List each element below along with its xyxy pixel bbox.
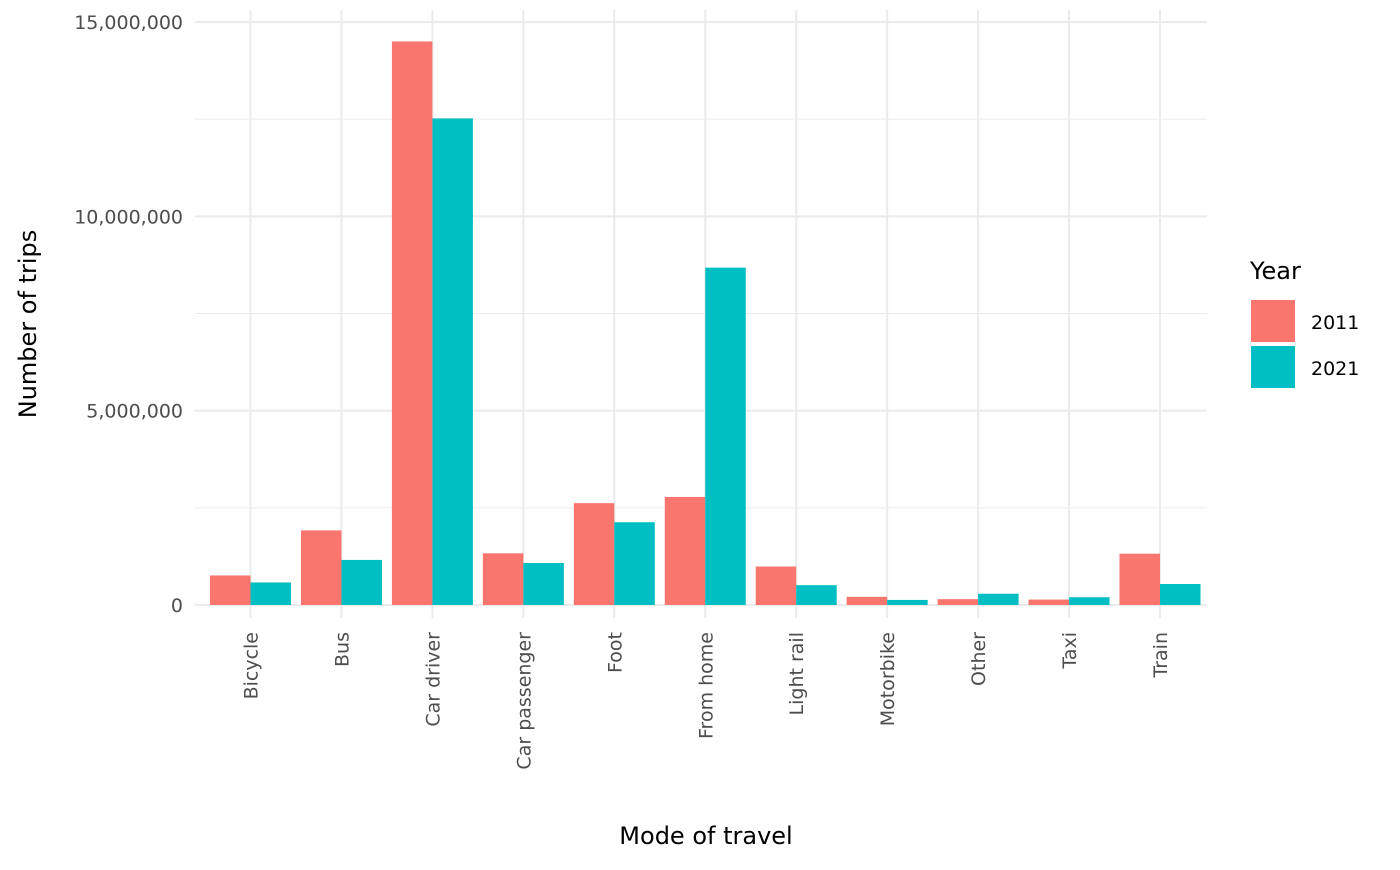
x-axis-ticks: Bicycle Bus Car driver Car passenger Foot Fro… — [241, 632, 1173, 770]
bar-2011-car-passenger — [482, 553, 524, 605]
y-axis-ticks: 0 5,000,000 10,000,000 15,000,000 — [74, 12, 183, 617]
bar-2011-from-home — [664, 496, 706, 605]
x-tick-label: Train — [1150, 632, 1172, 679]
bar-2011-train — [1119, 553, 1160, 605]
y-axis-title: Number of trips — [14, 230, 42, 418]
x-tick-label: Car driver — [422, 632, 444, 727]
x-tick-label: From home — [695, 632, 717, 739]
y-tick-label: 15,000,000 — [74, 12, 183, 34]
bar-2011-other — [937, 599, 979, 605]
x-tick-label: Other — [968, 632, 990, 686]
bar-2011-foot — [573, 503, 615, 605]
bar-2021-bicycle — [250, 582, 291, 605]
bar-2021-light-rail — [796, 585, 837, 605]
bar-2021-from-home — [705, 267, 746, 605]
bar-2011-taxi — [1028, 599, 1070, 605]
legend-label-2021: 2021 — [1311, 358, 1359, 380]
x-tick-label: Bus — [331, 632, 353, 667]
bar-2011-car-driver — [391, 41, 433, 605]
legend-key-2021 — [1251, 346, 1295, 388]
bar-2011-bus — [300, 530, 342, 605]
bar-2021-bus — [341, 559, 382, 605]
bar-2021-motorbike — [887, 599, 928, 605]
y-tick-label: 10,000,000 — [74, 206, 183, 228]
bar-2011-bicycle — [210, 575, 251, 605]
y-tick-label: 5,000,000 — [86, 401, 183, 423]
x-axis-title: Mode of travel — [619, 822, 792, 850]
x-tick-label: Car passenger — [513, 632, 535, 770]
bar-2021-car-driver — [432, 118, 473, 605]
x-tick-label: Motorbike — [877, 632, 899, 726]
legend: Year 2011 2021 — [1249, 257, 1359, 388]
x-tick-label: Taxi — [1059, 632, 1081, 670]
legend-title: Year — [1249, 257, 1301, 285]
x-tick-label: Foot — [604, 632, 626, 673]
bar-2021-taxi — [1069, 597, 1110, 605]
x-tick-label: Light rail — [786, 632, 808, 715]
legend-key-2011 — [1251, 300, 1295, 342]
legend-label-2011: 2011 — [1311, 312, 1359, 334]
y-tick-label: 0 — [171, 595, 183, 617]
bar-2011-light-rail — [755, 566, 797, 605]
bars — [210, 41, 1201, 605]
bar-2021-other — [978, 593, 1019, 605]
bar-2021-car-passenger — [523, 563, 564, 605]
bar-2021-foot — [614, 522, 655, 605]
x-tick-label: Bicycle — [241, 632, 263, 699]
bar-2011-motorbike — [846, 596, 888, 605]
bar-2021-train — [1160, 584, 1201, 605]
